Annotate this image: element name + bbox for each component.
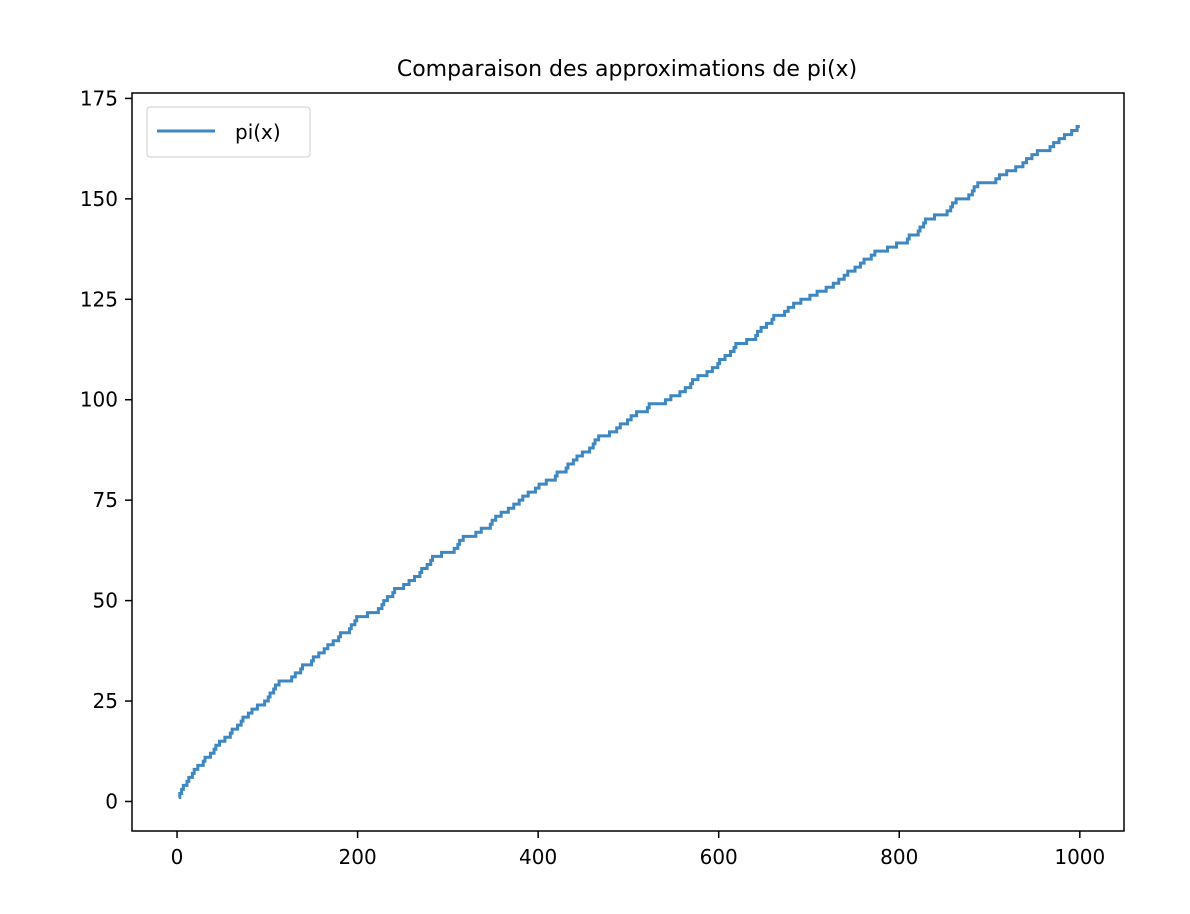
y-tick-label: 150 [80,187,118,211]
y-tick-label: 175 [80,86,118,110]
y-tick-label: 0 [105,789,118,813]
x-axis-ticks: 0 200 400 600 800 1000 [171,831,1105,869]
y-tick-label: 75 [93,488,118,512]
x-tick-label: 600 [700,845,738,869]
axes [131,92,1125,832]
axes-frame [131,92,1125,832]
plot-area [178,125,1080,799]
y-axis-ticks: 0 25 50 75 100 125 150 175 [80,86,132,813]
y-tick-label: 125 [80,287,118,311]
y-tick-label: 100 [80,388,118,412]
x-tick-label: 200 [339,845,377,869]
x-tick-label: 0 [171,845,184,869]
legend: pi(x) [146,106,311,158]
legend-series-label: pi(x) [235,120,281,144]
legend-box [146,106,311,158]
y-tick-label: 50 [93,589,118,613]
y-tick-label: 25 [93,689,118,713]
series-line-0 [178,125,1080,799]
x-tick-label: 1000 [1054,845,1105,869]
x-tick-label: 400 [519,845,557,869]
chart-title: Comparaison des approximations de pi(x) [397,57,857,82]
x-tick-label: 800 [880,845,918,869]
